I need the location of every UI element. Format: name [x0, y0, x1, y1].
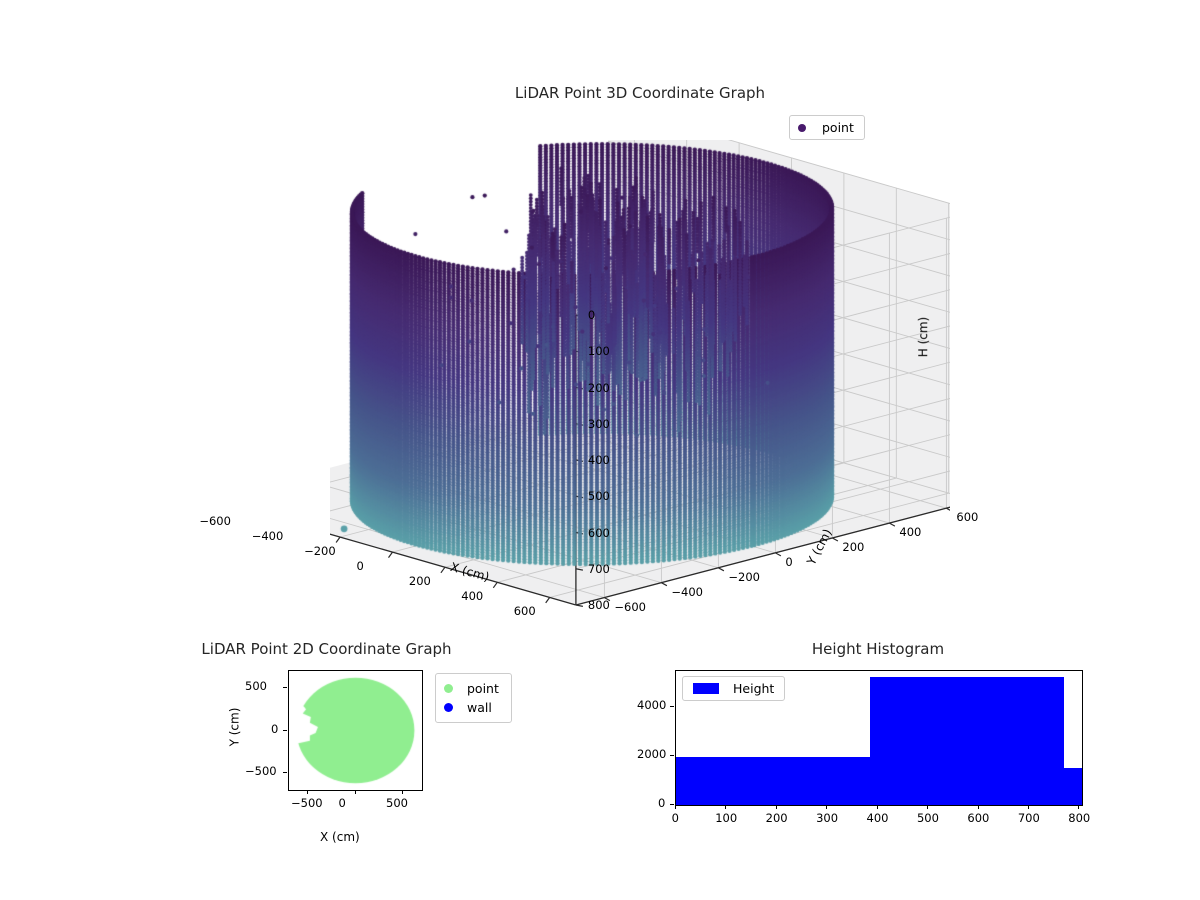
legend-point-marker-icon [798, 123, 806, 132]
lidar-3d-legend[interactable]: point [789, 115, 865, 140]
lidar-2d-ytick-mark [283, 772, 287, 773]
height-histogram-legend[interactable]: Height [682, 676, 786, 701]
histogram-xtick-mark [1028, 805, 1030, 809]
lidar-3d-xtick: 400 [461, 589, 484, 604]
lidar-3d-point-cloud [330, 140, 950, 640]
histogram-bar [870, 677, 1065, 805]
histogram-xtick: 500 [916, 811, 939, 825]
lidar-2d-legend[interactable]: point wall [435, 673, 512, 723]
lidar-3d-ytick: −400 [671, 584, 703, 599]
lidar-2d-ylabel: Y (cm) [227, 707, 242, 747]
height-histogram-panel: Height Histogram Height 0 100 200 300 400 500… [620, 640, 1120, 870]
lidar-3d-ztick: 500 [587, 489, 610, 504]
lidar-3d-ztick: 0 [587, 308, 596, 322]
lidar-3d-zlabel: H (cm) [916, 316, 931, 358]
lidar-2d-xtick: −500 [291, 796, 323, 810]
lidar-2d-title: LiDAR Point 2D Coordinate Graph [201, 640, 452, 658]
histogram-ytick: 2000 [637, 746, 667, 761]
histogram-xtick-mark [725, 805, 727, 809]
legend-point-label: point [467, 681, 499, 696]
legend-wall-marker-icon [444, 703, 453, 712]
histogram-xtick: 0 [671, 811, 679, 825]
lidar-3d-ytick: 400 [899, 525, 922, 540]
lidar-2d-ytick-mark [283, 687, 287, 688]
histogram-xtick-mark [775, 805, 777, 809]
legend-height-swatch-icon [693, 683, 719, 694]
lidar-2d-ytick: −500 [245, 764, 277, 778]
lidar-3d-title: LiDAR Point 3D Coordinate Graph [514, 84, 766, 102]
legend-2d-row-wall[interactable]: wall [444, 698, 499, 717]
lidar-3d-ztick: 800 [587, 598, 610, 612]
lidar-3d-ztick: 200 [587, 380, 610, 395]
lidar-3d-xtick: 0 [356, 559, 364, 574]
histogram-xtick-mark [1078, 805, 1080, 809]
legend-2d-row-point[interactable]: point [444, 679, 499, 698]
lidar-3d-xtick: −400 [251, 528, 284, 543]
histogram-xtick: 800 [1068, 811, 1091, 825]
lidar-2d-xtick: 0 [338, 796, 346, 810]
lidar-3d-ztick: 400 [587, 453, 610, 467]
histogram-xtick-mark [927, 805, 929, 809]
histogram-xtick-mark [876, 805, 878, 809]
lidar-2d-axes[interactable] [288, 670, 423, 791]
histogram-bar [676, 757, 871, 805]
legend-height-label: Height [733, 681, 775, 696]
lidar-3d-xtick: 600 [513, 604, 536, 619]
lidar-3d-ztick: 700 [587, 561, 610, 576]
lidar-3d-ytick: 200 [842, 539, 865, 554]
lidar-3d-ztick: 100 [587, 344, 610, 359]
lidar-3d-ztick: 600 [587, 525, 610, 540]
lidar-2d-ytick: 0 [271, 721, 279, 736]
lidar-3d-xtick: −200 [304, 544, 336, 559]
lidar-3d-xtick: −600 [199, 513, 231, 528]
histogram-xtick: 200 [765, 811, 788, 825]
lidar-2d-ytick-mark [283, 729, 287, 731]
histogram-xtick: 700 [1017, 811, 1040, 825]
lidar-2d-xlabel: X (cm) [320, 830, 360, 844]
lidar-3d-ytick: 600 [956, 510, 979, 525]
histogram-xtick: 600 [967, 811, 990, 825]
legend-point-label: point [822, 120, 854, 135]
histogram-xtick-mark [977, 805, 979, 809]
lidar-2d-ytick: 500 [245, 679, 267, 693]
lidar-3d-panel: LiDAR Point 3D Coordinate Graph point −6… [199, 84, 978, 640]
histogram-xtick: 100 [715, 811, 738, 825]
histogram-bar [1064, 768, 1082, 805]
lidar-2d-point-disk [289, 671, 422, 790]
lidar-3d-ztick: 300 [587, 416, 610, 431]
histogram-ytick-mark [670, 804, 674, 805]
lidar-3d-ytick: −600 [614, 599, 646, 614]
histogram-xtick-mark [675, 805, 676, 809]
histogram-ytick: 0 [658, 796, 666, 810]
histogram-xtick: 300 [816, 811, 839, 825]
lidar-2d-xtick: 500 [386, 796, 408, 810]
lidar-3d-axes[interactable] [330, 140, 950, 640]
lidar-2d-xtick-mark [354, 790, 356, 794]
histogram-ytick: 4000 [637, 697, 667, 712]
lidar-3d-ytick: −200 [728, 569, 760, 584]
histogram-xtick-mark [826, 805, 828, 809]
lidar-3d-xtick: 200 [408, 574, 431, 589]
lidar-2d-xtick-mark [307, 790, 308, 794]
histogram-xtick: 400 [866, 811, 889, 825]
legend-point-marker-icon [444, 684, 453, 693]
height-histogram-title: Height Histogram [811, 640, 945, 658]
histogram-ytick-mark [670, 705, 674, 707]
lidar-2d-panel: LiDAR Point 2D Coordinate Graph −500 0 500… [160, 640, 560, 870]
lidar-2d-xtick-mark [402, 790, 403, 794]
lidar-3d-ytick: 0 [785, 554, 793, 569]
legend-wall-label: wall [467, 700, 492, 715]
histogram-ytick-mark [670, 754, 674, 756]
